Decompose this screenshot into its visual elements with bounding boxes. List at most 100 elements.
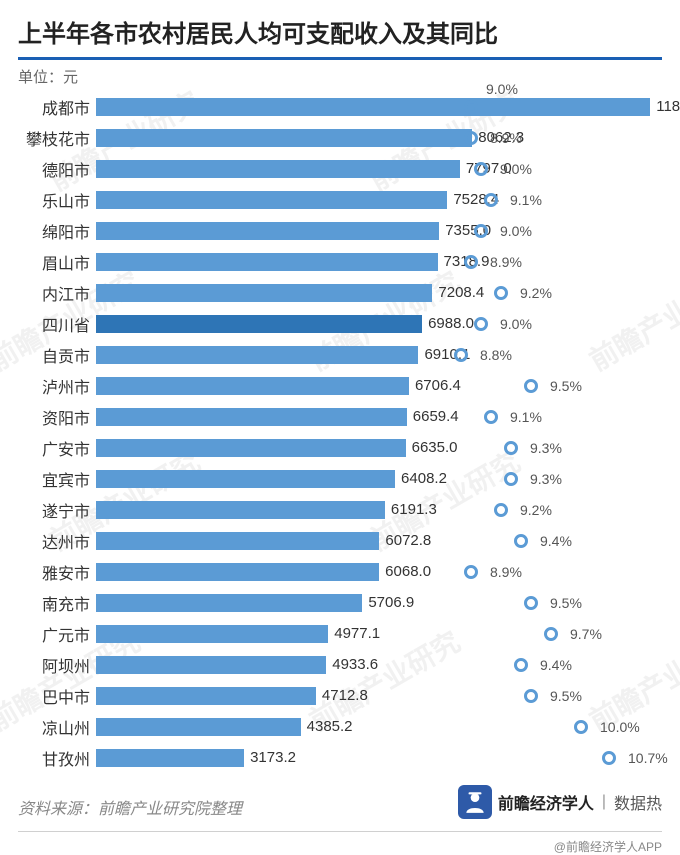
pct-marker xyxy=(494,286,508,300)
bar-row: 泸州市6706.49.5% xyxy=(6,370,662,401)
bar-value: 6068.0 xyxy=(385,561,431,583)
bar-row: 四川省 6988.0 9.0% xyxy=(6,308,662,339)
bar-value: 4712.8 xyxy=(322,685,368,707)
category-label: 内江市 xyxy=(6,281,96,305)
bar-value: 6988.0 xyxy=(428,313,474,335)
bar-row: 南充市5706.99.5% xyxy=(6,587,662,618)
pct-marker xyxy=(602,751,616,765)
pct-label: 9.0% xyxy=(500,313,532,335)
bar xyxy=(96,98,650,116)
bar-row: 乐山市7528.49.1% xyxy=(6,184,662,215)
bar-row: 资阳市6659.49.1% xyxy=(6,401,662,432)
pct-label: 9.0% xyxy=(500,158,532,180)
bar-chart: 成都市11876.49.0%攀枝花市8062.38.9%德阳市7797.09.0… xyxy=(0,91,680,775)
brand-name: 前瞻经济学人 xyxy=(498,790,594,814)
bar xyxy=(96,470,395,488)
bar-track: 6706.49.5% xyxy=(96,375,662,397)
bar-track: 6910.18.8% xyxy=(96,344,662,366)
bar-row: 达州市 6072.8 9.4% xyxy=(6,525,662,556)
bar-row: 绵阳市7355.09.0% xyxy=(6,215,662,246)
category-label: 广元市 xyxy=(6,622,96,646)
brand-sub: 数据热 xyxy=(614,790,662,814)
bar xyxy=(96,346,418,364)
pct-marker xyxy=(484,193,498,207)
bar-track: 3173.210.7% xyxy=(96,747,662,769)
bar-row: 眉山市7318.98.9% xyxy=(6,246,662,277)
bar-track: 8062.38.9% xyxy=(96,127,662,149)
bar-row: 宜宾市 6408.2 9.3% xyxy=(6,463,662,494)
bar-value: 6408.2 xyxy=(401,468,447,490)
pct-label: 8.9% xyxy=(490,127,522,149)
category-label: 攀枝花市 xyxy=(6,126,96,150)
bar xyxy=(96,656,326,674)
category-label: 达州市 xyxy=(6,529,96,553)
pct-marker xyxy=(464,255,478,269)
bar-value: 6072.8 xyxy=(385,530,431,552)
category-label: 乐山市 xyxy=(6,188,96,212)
bar-track: 7528.49.1% xyxy=(96,189,662,211)
bar xyxy=(96,749,244,767)
bar-row: 巴中市4712.89.5% xyxy=(6,680,662,711)
category-label: 成都市 xyxy=(6,95,96,119)
bar-track: 7318.98.9% xyxy=(96,251,662,273)
category-label: 凉山州 xyxy=(6,715,96,739)
pct-marker xyxy=(454,348,468,362)
pct-label: 9.4% xyxy=(540,530,572,552)
bar-track: 11876.49.0% xyxy=(96,96,662,118)
pct-marker xyxy=(474,224,488,238)
bar xyxy=(96,253,438,271)
bar-track: 5706.9 9.5% xyxy=(96,592,662,614)
bar xyxy=(96,129,472,147)
pct-marker xyxy=(464,565,478,579)
pct-label: 8.9% xyxy=(490,251,522,273)
bar-row: 成都市11876.49.0% xyxy=(6,91,662,122)
bar-track: 6408.2 9.3% xyxy=(96,468,662,490)
category-label: 阿坝州 xyxy=(6,653,96,677)
pct-label: 9.1% xyxy=(510,189,542,211)
bar xyxy=(96,315,422,333)
bar xyxy=(96,501,385,519)
bar xyxy=(96,160,460,178)
bar-row: 阿坝州4933.69.4% xyxy=(6,649,662,680)
category-label: 雅安市 xyxy=(6,560,96,584)
bar-value: 4933.6 xyxy=(332,654,378,676)
category-label: 资阳市 xyxy=(6,405,96,429)
bar-row: 遂宁市6191.39.2% xyxy=(6,494,662,525)
pct-label: 9.3% xyxy=(530,468,562,490)
bar-value: 7208.4 xyxy=(438,282,484,304)
pct-label: 9.5% xyxy=(550,685,582,707)
pct-marker xyxy=(524,689,538,703)
pct-label: 9.7% xyxy=(570,623,602,645)
pct-marker xyxy=(484,410,498,424)
bar-value: 4977.1 xyxy=(334,623,380,645)
category-label: 泸州市 xyxy=(6,374,96,398)
data-source: 资料来源：前瞻产业研究院整理 xyxy=(18,795,242,819)
bar-track: 6072.8 9.4% xyxy=(96,530,662,552)
bar-value: 5706.9 xyxy=(368,592,414,614)
category-label: 宜宾市 xyxy=(6,467,96,491)
pct-label: 9.5% xyxy=(550,592,582,614)
category-label: 自贡市 xyxy=(6,343,96,367)
pct-label: 9.0% xyxy=(500,220,532,242)
pct-marker xyxy=(494,503,508,517)
pct-label: 8.9% xyxy=(490,561,522,583)
bar xyxy=(96,191,447,209)
category-label: 四川省 xyxy=(6,312,96,336)
pct-marker xyxy=(474,162,488,176)
bar-track: 6635.09.3% xyxy=(96,437,662,459)
bar-row: 自贡市6910.18.8% xyxy=(6,339,662,370)
pct-marker xyxy=(504,472,518,486)
pct-marker xyxy=(504,441,518,455)
bar-value: 3173.2 xyxy=(250,747,296,769)
bar xyxy=(96,408,407,426)
bar-track: 7208.49.2% xyxy=(96,282,662,304)
bar-value: 6659.4 xyxy=(413,406,459,428)
bar-value: 11876.4 xyxy=(656,96,680,118)
pct-label: 8.8% xyxy=(480,344,512,366)
bar-row: 雅安市 6068.0 8.9% xyxy=(6,556,662,587)
bar-row: 广安市6635.09.3% xyxy=(6,432,662,463)
bar-track: 4712.8 9.5% xyxy=(96,685,662,707)
bar-row: 德阳市7797.09.0% xyxy=(6,153,662,184)
bar-value: 6191.3 xyxy=(391,499,437,521)
bar xyxy=(96,439,406,457)
